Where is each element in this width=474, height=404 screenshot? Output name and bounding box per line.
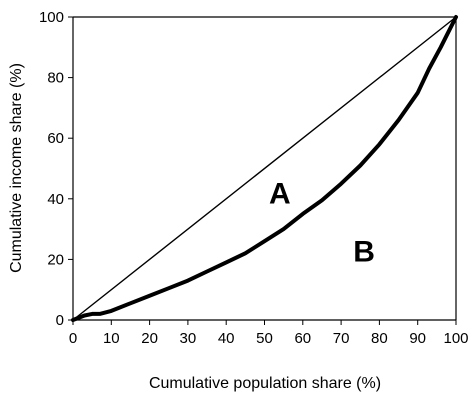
x-tick-label: 60 xyxy=(294,330,311,347)
region-label-b: B xyxy=(353,235,375,268)
equality-line xyxy=(72,16,457,321)
y-tick-label: 20 xyxy=(47,251,64,268)
x-tick-label: 30 xyxy=(180,330,197,347)
x-tick-label: 90 xyxy=(409,330,426,347)
y-tick-label: 80 xyxy=(47,70,64,87)
x-tick-label: 70 xyxy=(333,330,350,347)
y-tick-label: 60 xyxy=(47,130,64,147)
y-ticks: 0 20 40 60 80 100 xyxy=(39,9,73,329)
y-axis-title: Cumulative income share (%) xyxy=(8,63,25,273)
x-tick-label: 0 xyxy=(69,330,77,347)
x-tick-label: 10 xyxy=(103,330,120,347)
x-tick-label: 50 xyxy=(256,330,273,347)
x-tick-label: 20 xyxy=(141,330,158,347)
annotation-layer: AB xyxy=(269,178,375,269)
x-axis-title: Cumulative population share (%) xyxy=(149,375,381,392)
series-layer xyxy=(71,15,458,322)
x-ticks: 0 10 20 30 40 50 60 70 80 90 100 xyxy=(69,320,469,347)
region-label-a: A xyxy=(269,178,291,211)
lorenz-curve-line xyxy=(71,15,458,322)
y-tick-label: 40 xyxy=(47,191,64,208)
y-tick-label: 0 xyxy=(56,312,64,329)
x-tick-label: 100 xyxy=(443,330,468,347)
y-tick-label: 100 xyxy=(39,9,64,26)
x-tick-label: 40 xyxy=(218,330,235,347)
x-tick-label: 80 xyxy=(371,330,388,347)
